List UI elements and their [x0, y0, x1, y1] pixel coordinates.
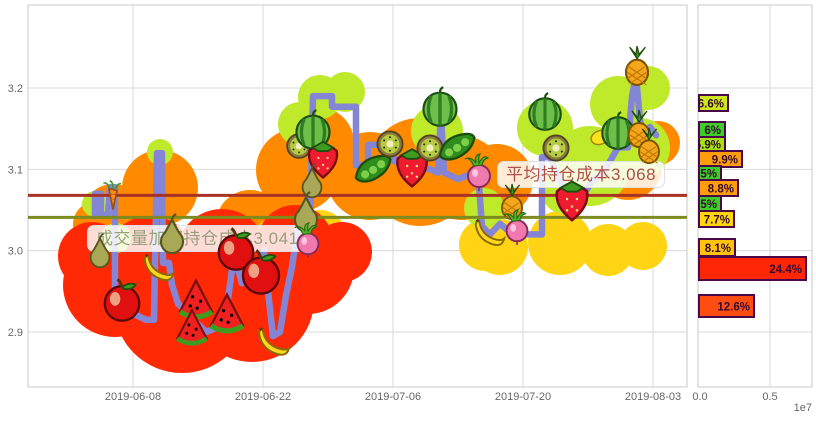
svg-text:5%: 5% — [700, 199, 717, 211]
svg-text:0.0: 0.0 — [692, 391, 707, 403]
vwap-cost-annotation: 成交量加权持仓成本3.041 — [87, 225, 308, 252]
svg-text:3.0: 3.0 — [8, 246, 23, 258]
svg-text:2.9: 2.9 — [8, 327, 23, 339]
svg-text:6%: 6% — [704, 125, 721, 137]
svg-text:6.6%: 6.6% — [698, 99, 724, 111]
svg-text:2019-08-03: 2019-08-03 — [625, 391, 681, 403]
svg-text:12.6%: 12.6% — [717, 302, 750, 314]
volume-axis-unit-label: 1e7 — [793, 402, 812, 414]
svg-text:3.2: 3.2 — [8, 83, 23, 95]
svg-text:8.1%: 8.1% — [705, 243, 731, 255]
svg-text:5%: 5% — [700, 169, 717, 181]
svg-text:3.1: 3.1 — [8, 164, 23, 176]
svg-text:0.5: 0.5 — [762, 391, 777, 403]
svg-text:8.8%: 8.8% — [708, 184, 734, 196]
avg-cost-annotation: 平均持仓成本3.068 — [497, 161, 666, 188]
svg-text:2019-06-08: 2019-06-08 — [105, 391, 161, 403]
svg-text:2019-07-06: 2019-07-06 — [365, 391, 421, 403]
svg-text:7.7%: 7.7% — [704, 215, 730, 227]
svg-text:9.9%: 9.9% — [712, 155, 738, 167]
svg-text:2019-06-22: 2019-06-22 — [235, 391, 291, 403]
svg-text:24.4%: 24.4% — [769, 264, 802, 276]
svg-text:5.9%: 5.9% — [695, 140, 721, 152]
svg-text:2019-07-20: 2019-07-20 — [495, 391, 551, 403]
